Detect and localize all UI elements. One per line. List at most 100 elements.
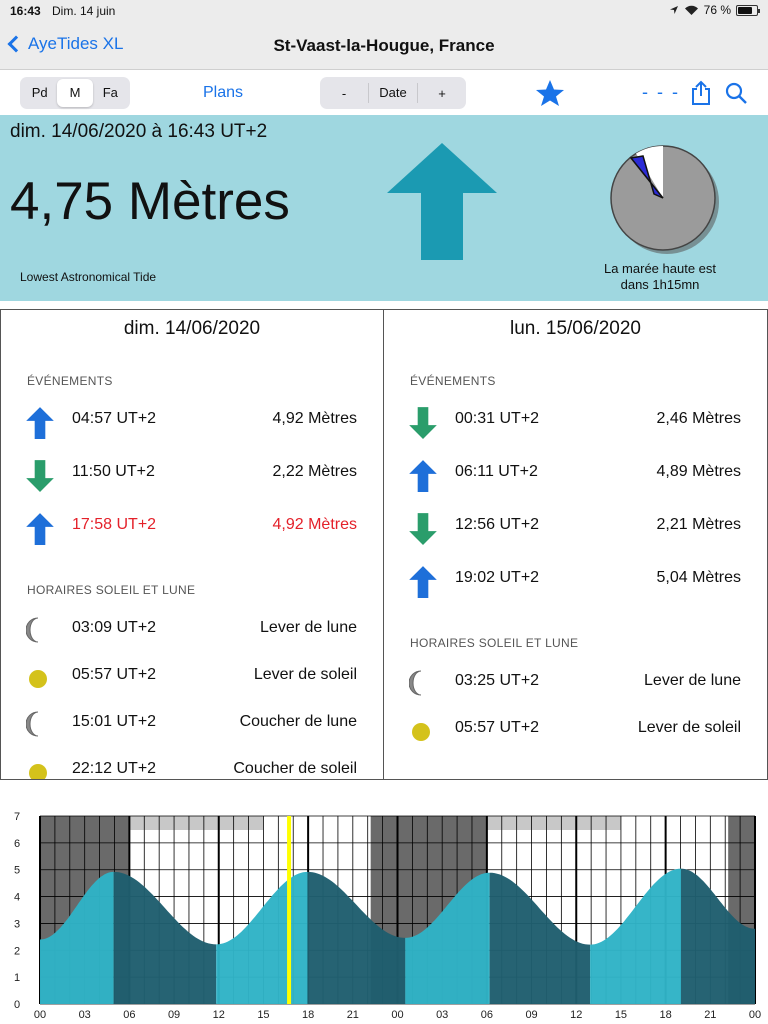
sun-moon-row: 03:09 UT+2 Lever de lune <box>1 607 383 657</box>
segment-fa[interactable]: Fa <box>102 85 118 100</box>
sun-moon-time: 05:57 UT+2 <box>455 719 540 736</box>
x-tick-label: 00 <box>749 1009 761 1021</box>
back-button-label: AyeTides XL <box>28 34 124 53</box>
x-tick-label: 21 <box>347 1009 359 1021</box>
location-icon <box>669 6 678 14</box>
toolbar: Pd M Fa Plans - Date + - - - <box>0 71 768 115</box>
sun-moon-time: 22:12 UT+2 <box>72 760 157 777</box>
sun-moon-time: 15:01 UT+2 <box>72 713 157 730</box>
tide-event-row[interactable]: 00:31 UT+2 2,46 Mètres <box>384 398 767 448</box>
back-button[interactable]: AyeTides XL <box>7 34 124 54</box>
star-icon <box>536 80 564 106</box>
tide-clock-dial-icon <box>610 145 719 254</box>
sun-moon-row: 05:57 UT+2 Lever de soleil <box>384 707 767 757</box>
sun-moon-label: Lever de lune <box>260 619 357 636</box>
tide-curve-segment <box>681 868 755 1004</box>
day-panel-1[interactable]: lun. 15/06/2020 ÉVÉNEMENTS 00:31 UT+2 2,4… <box>383 309 768 780</box>
chart-moon-band <box>486 816 621 830</box>
segment-pd[interactable]: Pd <box>31 85 48 100</box>
tide-event-height: 2,21 Mètres <box>656 516 741 533</box>
tide-curve-segment <box>40 871 114 1004</box>
favorite-button[interactable] <box>535 79 565 112</box>
battery-fill <box>738 6 752 14</box>
tide-event-row[interactable]: 04:57 UT+2 4,92 Mètres <box>1 398 383 448</box>
sun-moon-label: Lever de soleil <box>637 719 741 736</box>
sun-moon-row: 05:57 UT+2 Lever de soleil <box>1 654 383 704</box>
day-panels: dim. 14/06/2020 ÉVÉNEMENTS 04:57 UT+2 4,9… <box>0 309 768 780</box>
next-tide-line2: dans 1h15mn <box>620 277 700 292</box>
sun-icon <box>29 670 47 688</box>
y-tick-label: 2 <box>14 945 20 957</box>
plans-button[interactable]: Plans <box>203 84 244 101</box>
share-button[interactable] <box>690 80 712 111</box>
segment-m[interactable]: M <box>57 79 93 107</box>
sun-icon <box>29 764 47 779</box>
sun-moon-label: Coucher de lune <box>239 713 357 730</box>
current-datetime: dim. 14/06/2020 à 16:43 UT+2 <box>10 121 268 142</box>
tide-event-row[interactable]: 06:11 UT+2 4,89 Mètres <box>384 451 767 501</box>
high-tide-arrow-icon <box>26 407 54 439</box>
more-button[interactable]: - - - <box>642 82 680 102</box>
tide-event-height: 2,46 Mètres <box>656 410 741 427</box>
sun-moon-section-title: HORAIRES SOLEIL ET LUNE <box>27 583 196 597</box>
status-bar: 16:43 Dim. 14 juin 76 % <box>0 0 768 22</box>
tide-curve-segment <box>307 871 406 1004</box>
day-panel-0[interactable]: dim. 14/06/2020 ÉVÉNEMENTS 04:57 UT+2 4,9… <box>0 309 384 780</box>
x-tick-label: 06 <box>481 1009 493 1021</box>
high-tide-arrow-icon <box>409 566 437 598</box>
x-tick-label: 03 <box>436 1009 448 1021</box>
tide-curve-segment <box>590 868 681 1004</box>
high-tide-arrow-icon <box>26 513 54 545</box>
y-tick-label: 6 <box>14 838 20 850</box>
tide-event-height: 5,04 Mètres <box>656 569 741 586</box>
tide-event-row[interactable]: 19:02 UT+2 5,04 Mètres <box>384 557 767 607</box>
x-tick-label: 06 <box>123 1009 135 1021</box>
y-tick-label: 1 <box>14 972 20 984</box>
tide-curve-segment <box>113 871 217 1004</box>
x-tick-label: 09 <box>168 1009 180 1021</box>
location-title: St-Vaast-la-Hougue, France <box>273 36 495 55</box>
tide-event-height: 2,22 Mètres <box>272 463 357 480</box>
sun-moon-time: 05:57 UT+2 <box>72 666 157 683</box>
y-tick-label: 7 <box>14 811 20 823</box>
y-tick-label: 4 <box>14 892 20 904</box>
x-tick-label: 00 <box>391 1009 403 1021</box>
day-title: dim. 14/06/2020 <box>123 318 261 339</box>
tide-event-time: 04:57 UT+2 <box>72 410 157 427</box>
tide-event-row[interactable]: 17:58 UT+2 4,92 Mètres <box>1 504 383 554</box>
date-plus-button[interactable]: + <box>438 85 446 101</box>
search-icon <box>725 82 747 104</box>
events-section-title: ÉVÉNEMENTS <box>27 374 113 388</box>
battery-percent: 76 % <box>703 3 731 17</box>
chart-moon-band <box>128 816 264 830</box>
navigation-bar: AyeTides XL St-Vaast-la-Hougue, France <box>0 22 768 70</box>
x-tick-label: 09 <box>525 1009 537 1021</box>
date-minus-button[interactable]: - <box>341 85 347 101</box>
tide-event-time: 06:11 UT+2 <box>455 463 538 480</box>
date-stepper: - Date + <box>320 77 466 109</box>
tide-curve-segment <box>216 871 308 1004</box>
sun-moon-time: 03:25 UT+2 <box>455 672 540 689</box>
x-tick-label: 03 <box>79 1009 91 1021</box>
tide-event-time: 12:56 UT+2 <box>455 516 540 533</box>
tide-chart[interactable]: 0 1 2 3 4 5 6 7 00 03 06 09 12 15 18 21 00 03 06 09 12 15 18 21… <box>0 808 768 1024</box>
sun-icon <box>412 723 430 741</box>
y-tick-label: 5 <box>14 865 20 877</box>
status-time: 16:43 <box>10 4 41 18</box>
date-button[interactable]: Date <box>368 83 418 103</box>
search-button[interactable] <box>724 81 748 110</box>
day-title: lun. 15/06/2020 <box>509 318 641 339</box>
y-tick-label: 0 <box>14 999 20 1011</box>
tide-event-height: 4,92 Mètres <box>272 410 357 427</box>
unit-segmented-control: Pd M Fa <box>20 77 130 109</box>
sun-moon-row: 22:12 UT+2 Coucher de soleil <box>1 748 383 779</box>
status-date: Dim. 14 juin <box>52 4 116 18</box>
sun-moon-row: 15:01 UT+2 Coucher de lune <box>1 701 383 751</box>
sun-moon-label: Lever de lune <box>644 672 741 689</box>
tide-event-row[interactable]: 12:56 UT+2 2,21 Mètres <box>384 504 767 554</box>
tide-curve-segment <box>489 872 591 1004</box>
tide-event-row[interactable]: 11:50 UT+2 2,22 Mètres <box>1 451 383 501</box>
wifi-icon <box>684 5 698 15</box>
x-tick-label: 21 <box>704 1009 716 1021</box>
